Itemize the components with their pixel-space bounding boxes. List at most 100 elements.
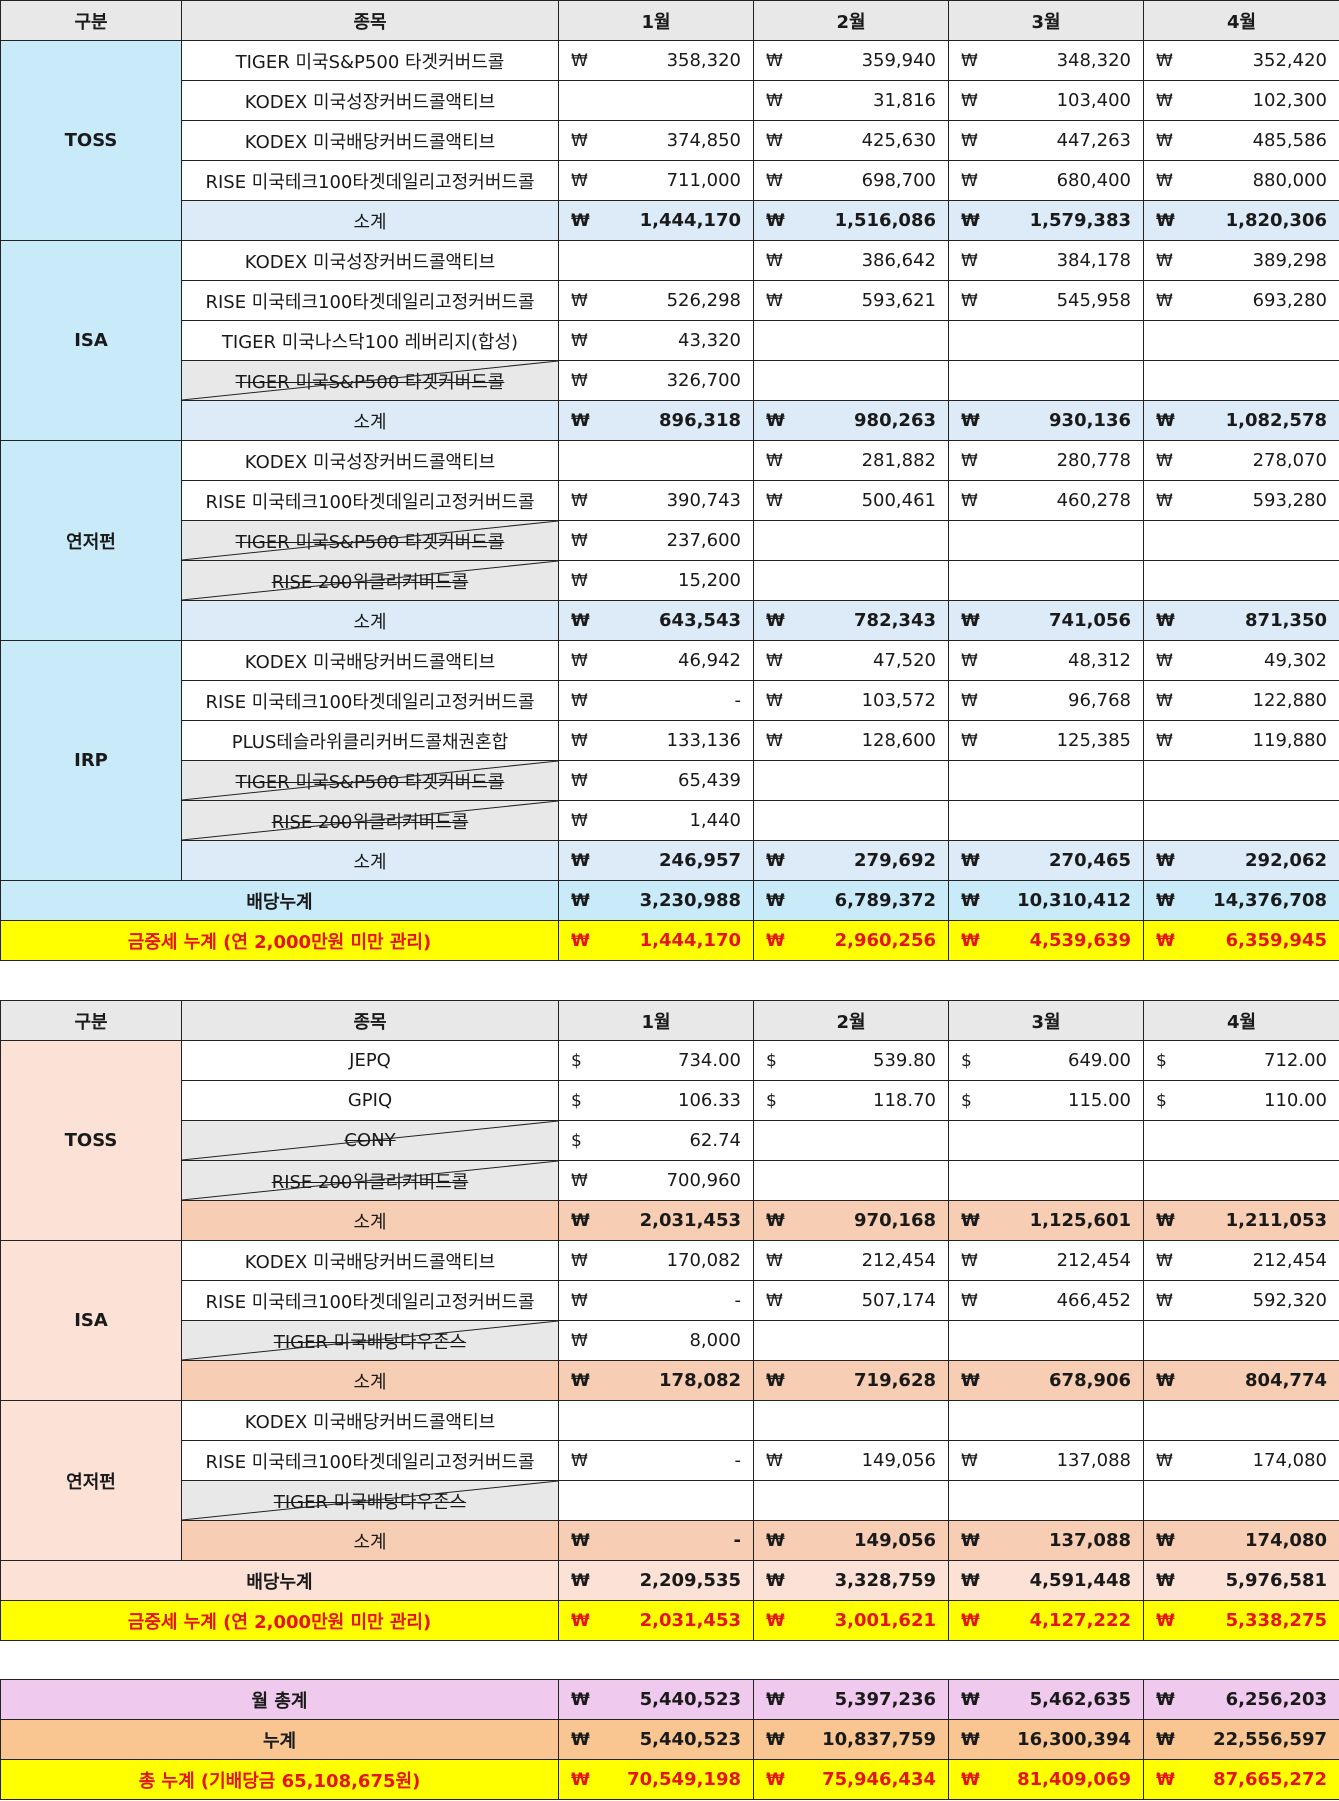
currency-symbol: ₩ bbox=[1156, 1689, 1175, 1710]
amount-cell: ₩1,125,601 bbox=[948, 1200, 1144, 1241]
currency-symbol: $ bbox=[1156, 1090, 1167, 1111]
amount-cell: ₩174,080 bbox=[1143, 1520, 1339, 1561]
table-row: RISE 미국테크100타겟데일리고정커버드콜 ₩ - ₩103,572 ₩96,768… bbox=[1, 680, 1339, 721]
item-name: RISE 미국테크100타겟데일리고정커버드콜 bbox=[181, 160, 559, 201]
currency-symbol: ₩ bbox=[571, 210, 590, 231]
amount-value: 149,056 bbox=[861, 1450, 936, 1471]
amount-value: 149,056 bbox=[854, 1530, 936, 1551]
diagonal-strike-line bbox=[182, 1321, 558, 1360]
currency-symbol: ₩ bbox=[1156, 1210, 1175, 1231]
amount-cell: ₩133,136 bbox=[558, 720, 754, 761]
amount-value: 212,454 bbox=[1252, 1250, 1327, 1271]
currency-symbol: ₩ bbox=[766, 1210, 785, 1231]
currency-symbol: ₩ bbox=[766, 250, 783, 271]
amount-cell: ₩125,385 bbox=[948, 720, 1144, 761]
amount-value: 47,520 bbox=[873, 650, 936, 671]
amount-cell: ₩1,516,086 bbox=[753, 200, 949, 241]
amount-cell bbox=[1143, 1320, 1339, 1361]
amount-cell bbox=[753, 1120, 949, 1161]
amount-value: 137,088 bbox=[1049, 1530, 1131, 1551]
amount-cell: ₩174,080 bbox=[1143, 1440, 1339, 1481]
table-row: TIGER 미국배당다우존스 ₩8,000 bbox=[1, 1320, 1339, 1361]
amount-value: 237,600 bbox=[666, 530, 741, 551]
currency-symbol: ₩ bbox=[961, 930, 980, 951]
amount-cell: $106.33 bbox=[558, 1080, 754, 1121]
amount-cell: ₩425,630 bbox=[753, 120, 949, 161]
amount-cell: ₩2,960,256 bbox=[753, 920, 949, 961]
amount-cell bbox=[948, 320, 1144, 361]
subtotal-label: 소계 bbox=[181, 1360, 559, 1401]
amount-cell: ₩880,000 bbox=[1143, 160, 1339, 201]
currency-symbol: ₩ bbox=[961, 650, 978, 671]
amount-value: 526,298 bbox=[666, 290, 741, 311]
amount-cell bbox=[948, 760, 1144, 801]
subtotal-row: 소계 ₩2,031,453 ₩970,168 ₩1,125,601 ₩1,211,053 bbox=[1, 1200, 1339, 1241]
amount-cell: ₩1,211,053 bbox=[1143, 1200, 1339, 1241]
amount-cell: ₩348,320 bbox=[948, 40, 1144, 81]
currency-symbol: ₩ bbox=[571, 1570, 590, 1591]
amount-value: 880,000 bbox=[1252, 170, 1327, 191]
currency-symbol: ₩ bbox=[571, 1370, 590, 1391]
amount-cell: ₩5,462,635 bbox=[948, 1679, 1144, 1720]
amount-cell: ₩149,056 bbox=[753, 1440, 949, 1481]
amount-value: 5,397,236 bbox=[834, 1689, 936, 1710]
amount-value: 782,343 bbox=[854, 610, 936, 631]
currency-symbol: ₩ bbox=[1156, 50, 1173, 71]
amount-value: 593,621 bbox=[861, 290, 936, 311]
amount-cell bbox=[753, 520, 949, 561]
currency-symbol: ₩ bbox=[766, 730, 783, 751]
amount-cell: ₩447,263 bbox=[948, 120, 1144, 161]
amount-cell bbox=[558, 80, 754, 121]
item-name: JEPQ bbox=[181, 1040, 559, 1081]
amount-cell: ₩2,031,453 bbox=[558, 1200, 754, 1241]
amount-cell bbox=[558, 240, 754, 281]
currency-symbol: ₩ bbox=[1156, 1450, 1173, 1471]
currency-symbol: ₩ bbox=[1156, 1370, 1175, 1391]
currency-symbol: ₩ bbox=[766, 1689, 785, 1710]
currency-symbol: ₩ bbox=[766, 610, 785, 631]
table-row: TIGER 미국배당다우존스 bbox=[1, 1480, 1339, 1521]
amount-cell: ₩31,816 bbox=[753, 80, 949, 121]
amount-cell bbox=[1143, 1120, 1339, 1161]
tax-accum-row: 금중세 누계 (연 2,000만원 미만 관리) ₩2,031,453 ₩3,001… bbox=[0, 1600, 1339, 1641]
subtotal-label: 소계 bbox=[181, 840, 559, 881]
amount-cell: ₩1,082,578 bbox=[1143, 400, 1339, 441]
header-row: 구분 종목 1월 2월 3월 4월 bbox=[0, 0, 1339, 41]
currency-symbol: $ bbox=[571, 1090, 582, 1111]
amount-cell bbox=[753, 760, 949, 801]
currency-symbol: ₩ bbox=[1156, 890, 1175, 911]
item-name: GPIQ bbox=[181, 1080, 559, 1121]
table-row: CONY$62.74 bbox=[1, 1120, 1339, 1161]
currency-symbol: ₩ bbox=[1156, 210, 1175, 231]
currency-symbol: ₩ bbox=[766, 850, 785, 871]
currency-symbol: ₩ bbox=[571, 1530, 590, 1551]
currency-symbol: ₩ bbox=[961, 850, 980, 871]
amount-value: 680,400 bbox=[1056, 170, 1131, 191]
subtotal-label: 소계 bbox=[181, 1200, 559, 1241]
amount-value: 678,906 bbox=[1049, 1370, 1131, 1391]
table-row: ISA KODEX 미국성장커버드콜액티브 ₩386,642 ₩384,178 ₩389… bbox=[0, 240, 1339, 441]
amount-cell: ₩1,440 bbox=[558, 800, 754, 841]
currency-symbol: ₩ bbox=[571, 1450, 588, 1471]
amount-cell: ₩460,278 bbox=[948, 480, 1144, 521]
amount-value: 128,600 bbox=[861, 730, 936, 751]
amount-cell: ₩ - bbox=[558, 680, 754, 721]
amount-value: 2,031,453 bbox=[639, 1610, 741, 1631]
amount-value: 3,328,759 bbox=[834, 1570, 936, 1591]
currency-symbol: ₩ bbox=[961, 210, 980, 231]
currency-symbol: ₩ bbox=[571, 850, 590, 871]
amount-cell: ₩14,376,708 bbox=[1143, 880, 1339, 921]
currency-symbol: ₩ bbox=[961, 730, 978, 751]
amount-cell: ₩96,768 bbox=[948, 680, 1144, 721]
amount-cell: $649.00 bbox=[948, 1040, 1144, 1081]
amount-cell bbox=[1143, 1400, 1339, 1441]
table-row: 연저펀 KODEX 미국성장커버드콜액티브 ₩281,882 ₩280,778 ₩278… bbox=[0, 440, 1339, 641]
subtotal-row: 소계 ₩1,444,170 ₩1,516,086 ₩1,579,383 ₩1,820,3… bbox=[1, 200, 1339, 241]
amount-value: 4,127,222 bbox=[1029, 1610, 1131, 1631]
group-label: 연저펀 bbox=[0, 440, 182, 641]
item-name: KODEX 미국배당커버드콜액티브 bbox=[181, 640, 559, 681]
amount-value: 49,302 bbox=[1264, 650, 1327, 671]
amount-value: 374,850 bbox=[666, 130, 741, 151]
currency-symbol: ₩ bbox=[766, 930, 785, 951]
table-row: ISA KODEX 미국배당커버드콜액티브 ₩170,082 ₩212,454 ₩212… bbox=[0, 1240, 1339, 1401]
